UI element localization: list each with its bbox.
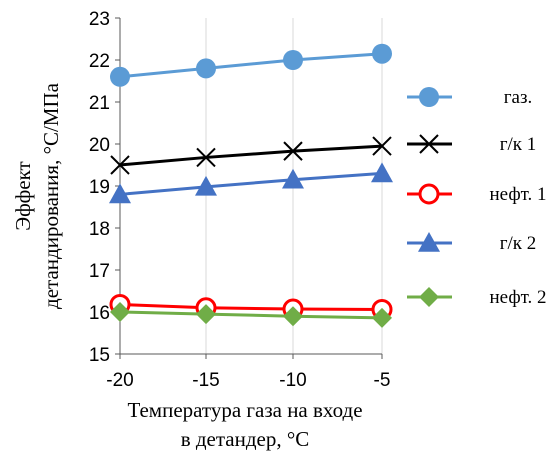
data-point-stroke <box>196 147 216 168</box>
data-point <box>419 87 439 107</box>
x-tick-label: -15 <box>192 370 219 391</box>
x-axis-title-line-2: в детандер, °С <box>181 427 310 451</box>
data-point-stroke <box>283 141 303 161</box>
legend-entry-2: нефт. 1 <box>407 183 547 205</box>
x-tick-label: -5 <box>374 370 391 391</box>
x-axis-title-line-1: Температура газа на входе <box>127 398 362 422</box>
series-1 <box>110 136 392 175</box>
y-axis-title-line-1: Эффект <box>11 161 35 230</box>
data-point <box>282 168 304 189</box>
series-layer <box>109 43 393 328</box>
legend-entry-3: г/к 2 <box>407 232 536 254</box>
x-tick-label: -10 <box>279 370 306 391</box>
y-tick-label: 21 <box>89 93 110 114</box>
series-4 <box>110 302 392 328</box>
y-tick-label: 22 <box>89 51 110 72</box>
series-line <box>119 144 383 167</box>
data-point <box>196 304 216 325</box>
data-point <box>418 183 440 205</box>
series-line <box>119 171 383 196</box>
legend-label: г/к 2 <box>500 233 537 254</box>
y-tick-label: 23 <box>89 9 110 30</box>
legend-label: газ. <box>504 87 532 108</box>
legend-label: нефт. 2 <box>489 287 546 308</box>
data-point <box>419 287 439 307</box>
data-point <box>372 307 392 328</box>
series-line <box>119 52 383 79</box>
legend-label: г/к 1 <box>500 134 537 155</box>
legend-entry-1: г/к 1 <box>407 134 536 155</box>
data-point <box>110 155 130 175</box>
data-point-stroke <box>372 136 392 156</box>
y-tick-label: 17 <box>89 261 110 282</box>
x-tick-label: -20 <box>106 370 133 391</box>
legend-entry-4: нефт. 2 <box>407 287 547 308</box>
data-point <box>372 43 392 64</box>
series-3 <box>109 162 393 204</box>
data-point <box>419 134 439 154</box>
data-point <box>110 302 130 322</box>
data-point <box>283 306 303 327</box>
legend-entry-0: газ. <box>407 87 532 108</box>
y-tick-label: 18 <box>89 219 110 240</box>
data-point <box>372 136 392 156</box>
legend: газ. г/к 1 нефт. 1 г/к 2 нефт. 2 <box>407 87 547 308</box>
data-point <box>283 141 303 161</box>
data-point <box>371 162 393 183</box>
data-point <box>196 147 216 168</box>
data-point <box>196 58 216 79</box>
data-point <box>195 175 217 196</box>
series-line <box>119 310 383 320</box>
y-axis-title-line-2: детандирования, °С/МПа <box>39 82 63 309</box>
y-tick-label: 15 <box>89 345 110 366</box>
series-0 <box>110 43 392 87</box>
y-tick-label: 16 <box>89 303 110 324</box>
data-point-stroke <box>419 134 439 154</box>
legend-label: нефт. 1 <box>489 184 546 205</box>
x-tick-labels: -20 -15 -10 -5 <box>106 370 390 391</box>
y-tick-label: 19 <box>89 177 110 198</box>
data-point <box>283 50 303 70</box>
y-tick-labels: 15 16 17 18 19 20 21 22 23 <box>89 9 110 366</box>
data-point <box>110 66 130 87</box>
data-point <box>418 232 440 252</box>
series-line <box>119 302 383 311</box>
data-point-stroke <box>110 155 130 175</box>
y-tick-label: 20 <box>89 135 110 156</box>
data-point <box>109 183 131 204</box>
